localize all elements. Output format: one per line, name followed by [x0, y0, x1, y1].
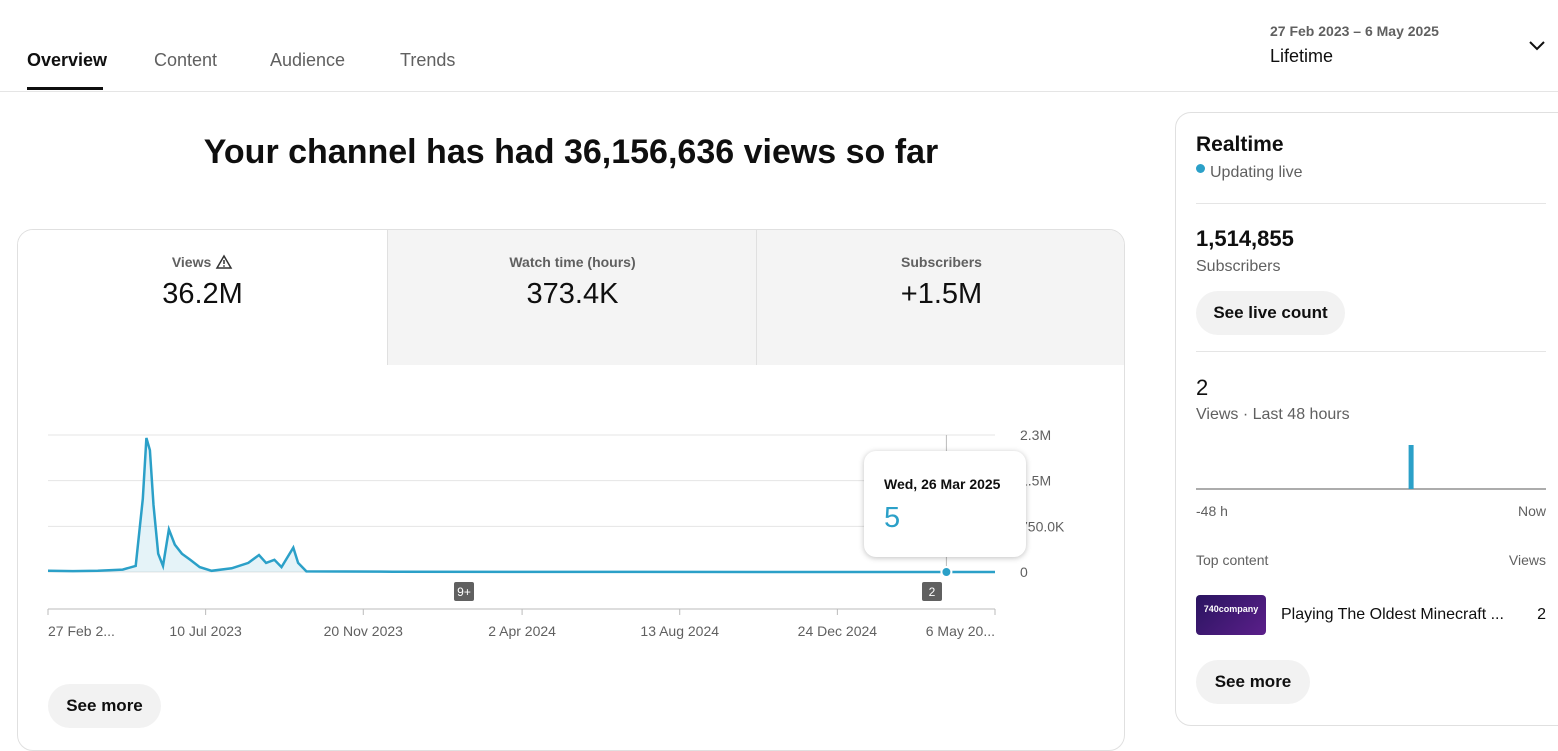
annotation-badge — [922, 582, 942, 601]
metric-label: Watch time (hours) — [509, 254, 636, 270]
annotation-text: 9+ — [457, 585, 471, 599]
tab[interactable]: Overview — [27, 50, 108, 70]
dropdown-arrow[interactable] — [1528, 40, 1546, 52]
divider — [0, 91, 1558, 92]
tab[interactable]: Trends — [400, 50, 456, 70]
views-label: Views · Last 48 hours — [1196, 406, 1350, 423]
rt-bar — [1408, 445, 1414, 489]
line — [47, 437, 995, 574]
thumbnail-text: 740company — [1203, 604, 1259, 614]
page: Overview Content Audience Trends 27 Feb … — [0, 23, 1558, 751]
x-tick-label: 6 May 20... — [926, 623, 995, 639]
x-tick-label: 13 Aug 2024 — [640, 623, 719, 639]
divider — [1196, 351, 1546, 352]
metric-value: +1.5M — [900, 278, 983, 310]
x-tick-label: 10 Jul 2023 — [169, 623, 242, 639]
tab[interactable]: Audience — [270, 50, 346, 70]
thumbnail[interactable]: 740company — [1196, 595, 1266, 635]
content-views: 2 — [1537, 606, 1546, 623]
tooltip: Wed, 26 Mar 2025 5 — [864, 451, 1026, 557]
tooltip-value: 5 — [884, 502, 901, 534]
tab[interactable]: Content — [154, 50, 218, 70]
realtime-status: Updating live — [1210, 164, 1303, 181]
metric-tab[interactable]: Subscribers +1.5M — [756, 230, 1124, 365]
area — [48, 438, 995, 572]
annotation-badge — [454, 582, 474, 601]
x-tick-label: 27 Feb 2... — [48, 623, 115, 639]
tooltip-date: Wed, 26 Mar 2025 — [884, 476, 1001, 492]
rt-x-label: Now — [1517, 503, 1546, 519]
top-content-header: Top content — [1196, 552, 1269, 568]
metric-label: Views — [171, 254, 212, 270]
metric-tab[interactable]: Watch time (hours) 373.4K — [387, 230, 757, 365]
chart-card: Views 36.2M Watch time (hours) 373.4K Sub… — [17, 229, 1125, 751]
divider — [1196, 203, 1546, 204]
subscriber-label: Subscribers — [1196, 258, 1281, 275]
subscriber-count: 1,514,855 — [1196, 226, 1294, 251]
metric-tab[interactable]: Views 36.2M — [18, 230, 387, 365]
headline: Your channel has had 36,156,636 views so… — [203, 133, 939, 171]
metric-value: 373.4K — [526, 278, 619, 310]
content-title[interactable]: Playing The Oldest Minecraft ... — [1281, 606, 1504, 623]
metric-value: 36.2M — [162, 278, 243, 310]
views-header: Views — [1508, 552, 1546, 568]
x-tick-label: 24 Dec 2024 — [798, 623, 878, 639]
warning-icon — [215, 254, 233, 269]
annotation-text: 2 — [929, 585, 936, 599]
tab-underline — [27, 87, 103, 90]
y-tick-label: 1.5M — [1020, 473, 1051, 489]
see-more-button[interactable]: See more — [48, 684, 161, 728]
metric-label: Subscribers — [901, 254, 982, 270]
live-count-button[interactable]: See live count — [1196, 291, 1345, 335]
see-more-button[interactable]: See more — [1196, 660, 1310, 704]
hover-dot — [940, 565, 953, 578]
y-tick-label: 2.3M — [1020, 427, 1051, 443]
x-tick-label: 20 Nov 2023 — [324, 623, 404, 639]
views-count: 2 — [1196, 375, 1209, 400]
rt-x-label: -48 h — [1196, 503, 1228, 519]
realtime-title: Realtime — [1196, 133, 1284, 156]
live-dot — [1196, 164, 1205, 173]
period[interactable]: Lifetime — [1270, 46, 1334, 66]
y-tick-label: 750.0K — [1020, 518, 1065, 534]
y-tick-label: 0 — [1020, 564, 1028, 580]
date-range[interactable]: 27 Feb 2023 – 6 May 2025 — [1270, 23, 1439, 39]
x-tick-label: 2 Apr 2024 — [488, 623, 556, 639]
